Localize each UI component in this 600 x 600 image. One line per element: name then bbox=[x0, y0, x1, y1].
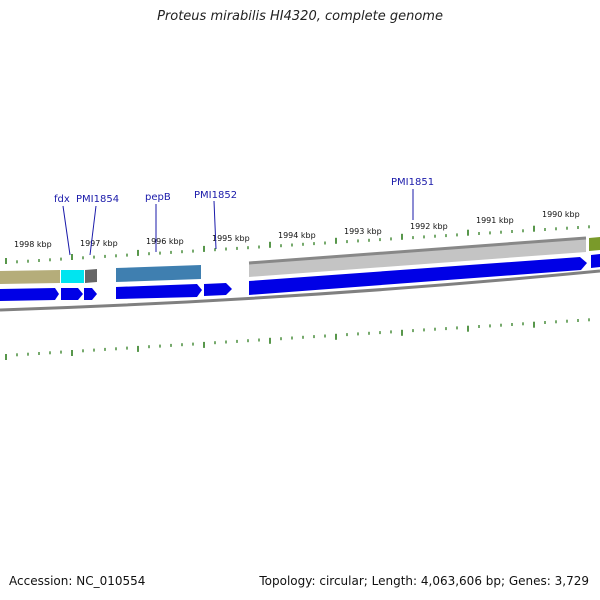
cds-arrow bbox=[61, 288, 83, 300]
feature-cyan bbox=[61, 270, 84, 283]
cds-arrow bbox=[116, 284, 202, 299]
label-line-pmi1852 bbox=[213, 200, 217, 250]
gene-label-fdx: fdx bbox=[54, 194, 70, 205]
lower-ticks bbox=[5, 318, 590, 360]
feature-gray-long bbox=[249, 239, 586, 277]
upper-backbone-arc bbox=[248, 236, 587, 265]
label-line-fdx bbox=[62, 205, 71, 256]
cds-arrow bbox=[0, 288, 59, 301]
feature-darkgray bbox=[85, 269, 97, 283]
gene-labels: fdx PMI1854 pepB PMI1852 PMI1851 bbox=[54, 177, 434, 205]
genome-summary: Topology: circular; Length: 4,063,606 bp… bbox=[259, 574, 589, 588]
feature-tan bbox=[0, 270, 60, 284]
accession-label: Accession: NC_010554 bbox=[9, 574, 146, 588]
gene-label-pmi1851: PMI1851 bbox=[391, 177, 434, 188]
gene-label-pmi1854: PMI1854 bbox=[76, 194, 119, 205]
tick-label: 1994 kbp bbox=[278, 231, 316, 240]
gene-label-pmi1852: PMI1852 bbox=[194, 190, 237, 201]
feature-steel bbox=[116, 265, 201, 282]
label-line-pmi1854 bbox=[89, 205, 97, 256]
gene-label-lines bbox=[62, 189, 414, 256]
tick-label: 1992 kbp bbox=[410, 222, 448, 231]
feature-olive bbox=[589, 237, 600, 251]
tick-label: 1993 kbp bbox=[344, 227, 382, 236]
feature-track bbox=[0, 237, 600, 284]
tick-labels: 1998 kbp 1997 kbp 1996 kbp 1995 kbp 1994… bbox=[14, 210, 580, 249]
cds-track bbox=[0, 254, 600, 301]
tick-label: 1991 kbp bbox=[476, 216, 514, 225]
map-title: Proteus mirabilis HI4320, complete genom… bbox=[157, 9, 443, 24]
tick-label: 1990 kbp bbox=[542, 210, 580, 219]
upper-ticks bbox=[5, 225, 590, 264]
cds-arrow bbox=[204, 283, 232, 296]
tick-label: 1996 kbp bbox=[146, 237, 184, 246]
main-backbone-arc bbox=[0, 269, 600, 312]
tick-label: 1998 kbp bbox=[14, 240, 52, 249]
cds-arrow bbox=[591, 254, 600, 268]
tick-label: 1995 kbp bbox=[212, 234, 250, 243]
cds-arrow bbox=[249, 257, 587, 295]
tick-label: 1997 kbp bbox=[80, 239, 118, 248]
gene-label-pepb: pepB bbox=[145, 192, 171, 203]
cds-arrow bbox=[84, 288, 97, 300]
